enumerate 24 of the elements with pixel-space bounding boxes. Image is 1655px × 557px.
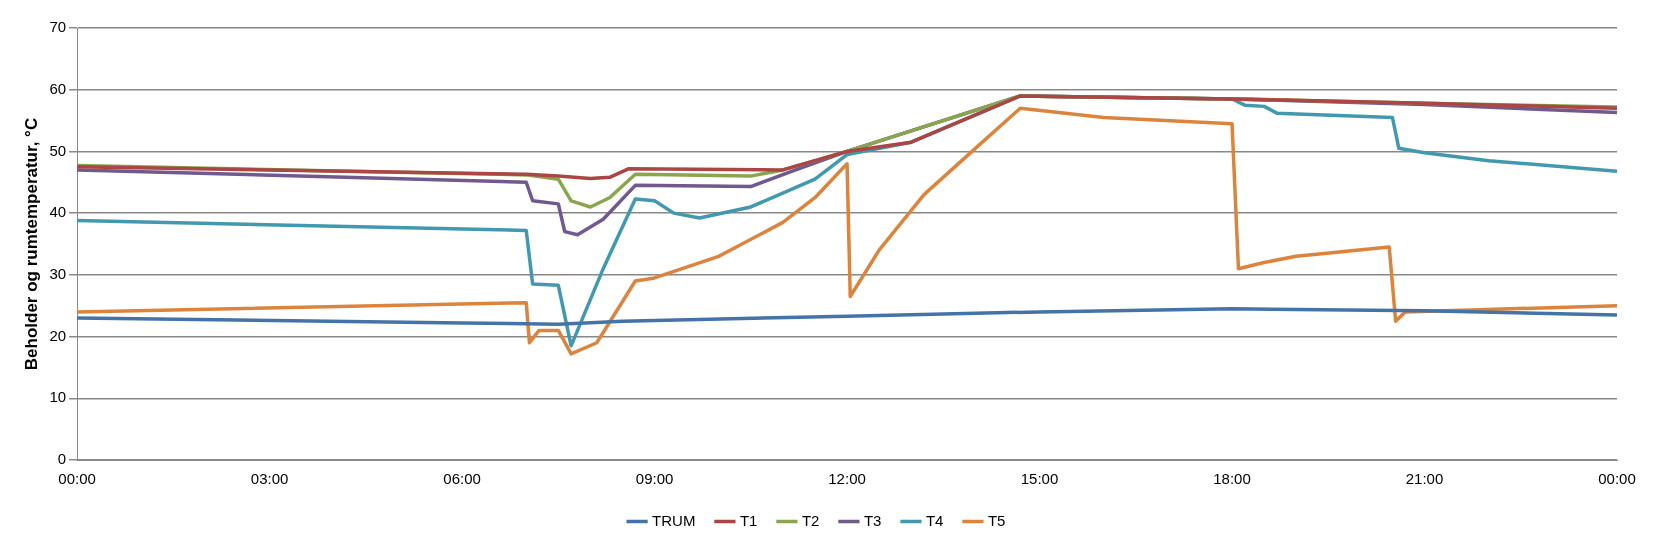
x-tick-label: 00:00 (1598, 470, 1636, 488)
y-tick-label: 40 (49, 203, 67, 221)
y-tick-label: 20 (49, 326, 67, 344)
legend-label: T3 (863, 511, 882, 529)
legend-label: T1 (739, 511, 758, 529)
y-tick-label: 70 (49, 18, 67, 36)
y-tick-label: 30 (49, 265, 67, 282)
y-tick-label: 10 (49, 388, 67, 406)
x-tick-label: 03:00 (250, 470, 289, 488)
legend-label: T2 (801, 511, 820, 529)
legend-label: T4 (925, 511, 944, 529)
x-tick-label: 18:00 (1213, 470, 1251, 488)
x-tick-label: 09:00 (635, 470, 674, 488)
legend-label: TRUM (652, 511, 696, 529)
x-tick-label: 00:00 (58, 470, 96, 488)
y-tick-label: 50 (49, 141, 67, 159)
legend-label: T5 (987, 511, 1006, 529)
y-axis-title: Beholder og rumtemperatur, °C (21, 117, 41, 371)
x-tick-label: 12:00 (828, 470, 866, 488)
x-tick-label: 15:00 (1020, 470, 1059, 488)
y-tick-label: 60 (49, 79, 67, 97)
x-tick-label: 06:00 (443, 470, 481, 488)
y-tick-label: 0 (57, 450, 67, 468)
x-tick-label: 21:00 (1405, 470, 1444, 488)
